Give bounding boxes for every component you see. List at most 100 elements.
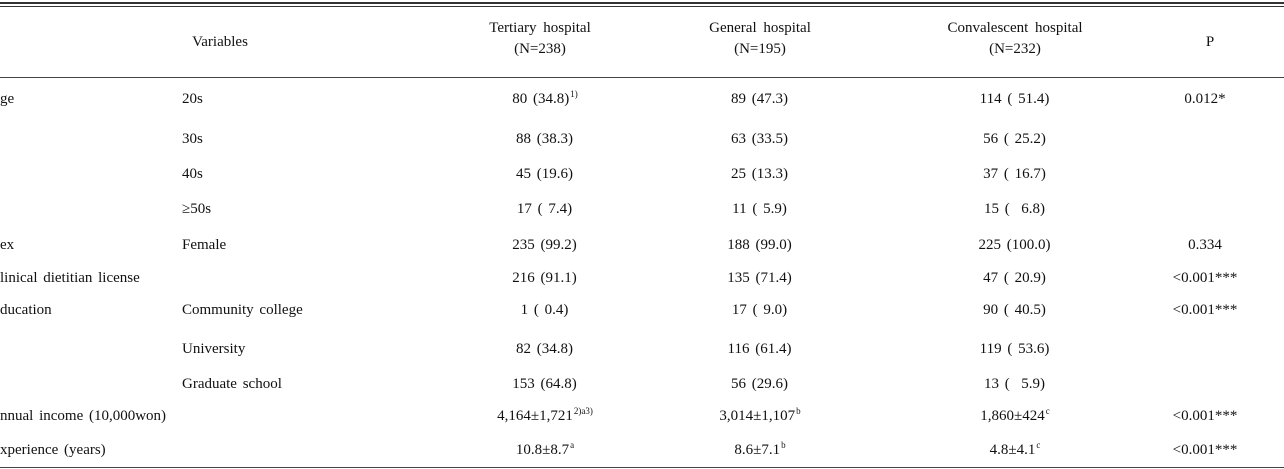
convalescent-cell: 13 ( 5.9) (930, 374, 1100, 394)
convalescent-cell: 1,860±424c (930, 406, 1100, 426)
tertiary-cell: 153 (64.8) (470, 374, 620, 394)
convalescent-cell-text: 56 ( 25.2) (983, 131, 1046, 147)
convalescent-cell-text: 90 ( 40.5) (983, 302, 1046, 318)
tertiary-cell-text: 45 (19.6) (516, 166, 573, 182)
general-cell-text: 3,014±1,107 (719, 408, 796, 424)
category-cell-text: 30s (182, 131, 203, 147)
tertiary-cell-text: 235 (99.2) (512, 237, 577, 253)
category-cell-text: Female (182, 237, 227, 253)
header-tertiary: Tertiary hospital (N=238) (440, 18, 640, 60)
general-cell: 135 (71.4) (685, 268, 835, 288)
tertiary-cell-text: 1 ( 0.4) (520, 302, 569, 318)
p-cell: <0.001*** (1145, 300, 1265, 320)
tertiary-cell-text: 153 (64.8) (512, 376, 577, 392)
category-cell: University (182, 339, 392, 359)
convalescent-cell-footnote-mark: c (1036, 440, 1041, 450)
variable-cell-text: linical dietitian license (0, 270, 140, 286)
general-cell-text: 89 (47.3) (731, 91, 788, 107)
p-cell-text: <0.001*** (1172, 408, 1238, 424)
category-cell-text: 20s (182, 91, 203, 107)
convalescent-cell: 56 ( 25.2) (930, 129, 1100, 149)
convalescent-cell: 15 ( 6.8) (930, 199, 1100, 219)
convalescent-cell: 225 (100.0) (930, 235, 1100, 255)
convalescent-cell-text: 119 ( 53.6) (979, 341, 1050, 357)
general-cell-text: 188 (99.0) (727, 237, 792, 253)
general-cell: 63 (33.5) (685, 129, 835, 149)
tertiary-cell-text: 10.8±8.7 (515, 442, 570, 458)
general-cell: 11 ( 5.9) (685, 199, 835, 219)
convalescent-cell-text: 1,860±424 (980, 408, 1045, 424)
header-general-n: (N=195) (734, 41, 786, 57)
header-convalescent-name: Convalescent hospital (947, 20, 1083, 36)
p-cell: <0.001*** (1145, 406, 1265, 426)
category-cell: ≥50s (182, 199, 392, 219)
tertiary-cell: 88 (38.3) (470, 129, 620, 149)
convalescent-cell-text: 13 ( 5.9) (984, 376, 1045, 392)
category-cell-text: 40s (182, 166, 203, 182)
table-top-rule-thin (0, 6, 1284, 7)
p-cell-text: <0.001*** (1172, 442, 1238, 458)
tertiary-cell: 82 (34.8) (470, 339, 620, 359)
variable-cell-text: ducation (0, 302, 52, 318)
tertiary-cell: 1 ( 0.4) (470, 300, 620, 320)
header-convalescent: Convalescent hospital (N=232) (895, 18, 1135, 60)
variable-cell-text: ge (0, 91, 15, 107)
tertiary-cell: 80 (34.8)1) (470, 89, 620, 109)
p-cell-text: 0.334 (1188, 237, 1222, 253)
tertiary-cell-text: 4,164±1,721 (497, 408, 573, 424)
tertiary-cell: 17 ( 7.4) (470, 199, 620, 219)
convalescent-cell-text: 114 ( 51.4) (979, 91, 1050, 107)
tertiary-cell: 216 (91.1) (470, 268, 620, 288)
convalescent-cell: 37 ( 16.7) (930, 164, 1100, 184)
tertiary-cell-footnote-mark: 2)a3) (573, 406, 593, 416)
convalescent-cell-text: 37 ( 16.7) (983, 166, 1046, 182)
variable-cell: ex (0, 235, 280, 255)
convalescent-cell: 119 ( 53.6) (930, 339, 1100, 359)
general-cell: 3,014±1,107b (685, 406, 835, 426)
convalescent-cell-text: 225 (100.0) (978, 237, 1051, 253)
variable-cell: linical dietitian license (0, 268, 280, 288)
category-cell: Community college (182, 300, 392, 320)
variable-cell-text: xperience (years) (0, 442, 106, 458)
variable-cell: ge (0, 89, 280, 109)
category-cell-text: University (182, 341, 246, 357)
p-cell: 0.334 (1145, 235, 1265, 255)
variable-cell-text: nnual income (10,000won) (0, 408, 167, 424)
header-general-name: General hospital (709, 20, 811, 36)
category-cell: 30s (182, 129, 392, 149)
p-cell-text: <0.001*** (1172, 270, 1238, 286)
header-p: P (1170, 32, 1250, 53)
convalescent-cell: 114 ( 51.4) (930, 89, 1100, 109)
category-cell: Graduate school (182, 374, 392, 394)
category-cell-text: ≥50s (182, 201, 212, 217)
header-p-text: P (1205, 34, 1215, 50)
variable-cell-text: ex (0, 237, 15, 253)
tertiary-cell-text: 17 ( 7.4) (516, 201, 573, 217)
p-cell-text: <0.001*** (1172, 302, 1238, 318)
general-cell: 8.6±7.1b (685, 440, 835, 460)
convalescent-cell: 4.8±4.1c (930, 440, 1100, 460)
general-cell: 116 (61.4) (685, 339, 835, 359)
general-cell: 89 (47.3) (685, 89, 835, 109)
table-top-rule (0, 2, 1284, 4)
header-tertiary-name: Tertiary hospital (489, 20, 591, 36)
convalescent-cell-text: 4.8±4.1 (989, 442, 1036, 458)
tertiary-cell: 10.8±8.7a (470, 440, 620, 460)
general-cell-footnote-mark: b (781, 440, 786, 450)
category-cell-text: Graduate school (182, 376, 282, 392)
tertiary-cell-text: 88 (38.3) (516, 131, 573, 147)
tertiary-cell: 4,164±1,7212)a3) (470, 406, 620, 426)
p-cell-text: 0.012* (1184, 91, 1226, 107)
convalescent-cell: 47 ( 20.9) (930, 268, 1100, 288)
header-convalescent-n: (N=232) (989, 41, 1041, 57)
convalescent-cell-footnote-mark: c (1045, 406, 1050, 416)
header-rule (0, 77, 1284, 78)
general-cell-footnote-mark: b (796, 406, 801, 416)
general-cell: 17 ( 9.0) (685, 300, 835, 320)
general-cell-text: 11 ( 5.9) (732, 201, 787, 217)
general-cell-text: 135 (71.4) (727, 270, 792, 286)
tertiary-cell: 235 (99.2) (470, 235, 620, 255)
variable-cell: ducation (0, 300, 280, 320)
convalescent-cell-text: 47 ( 20.9) (983, 270, 1046, 286)
category-cell: 40s (182, 164, 392, 184)
